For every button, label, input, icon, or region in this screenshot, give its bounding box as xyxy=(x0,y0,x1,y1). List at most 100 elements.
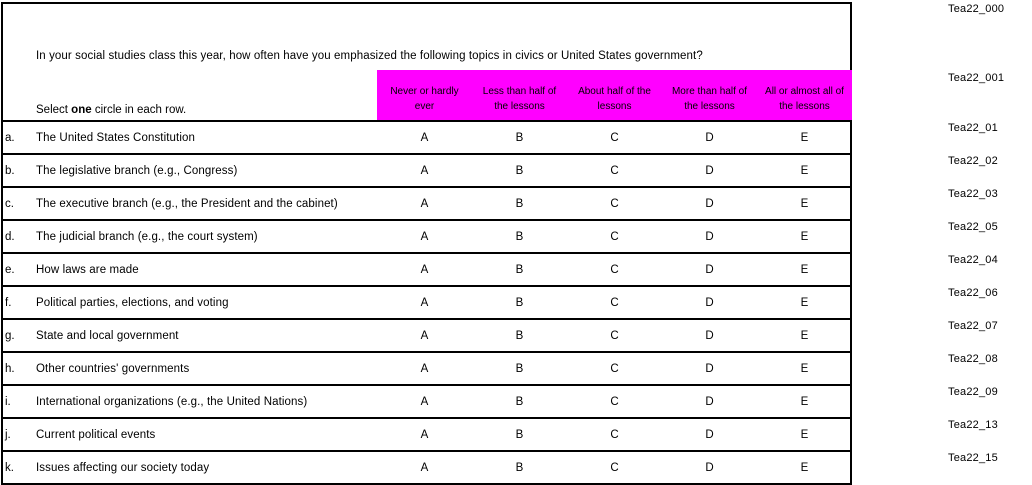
column-header-line2: lessons xyxy=(597,101,632,112)
row-letter: d. xyxy=(5,230,15,243)
column-header-line2: the lessons xyxy=(494,101,545,112)
option-cell-b[interactable]: B xyxy=(515,296,524,309)
option-cell-b[interactable]: B xyxy=(515,329,524,342)
option-cell-a[interactable]: A xyxy=(420,263,429,276)
variable-code-tea22-02: Tea22_02 xyxy=(948,155,998,167)
row-letter: f. xyxy=(5,296,12,309)
option-cell-c[interactable]: C xyxy=(610,197,619,210)
option-cell-a[interactable]: A xyxy=(420,131,429,144)
option-cell-a[interactable]: A xyxy=(420,362,429,375)
option-cell-c[interactable]: C xyxy=(610,263,619,276)
option-cell-a[interactable]: A xyxy=(420,461,429,474)
column-header-line2: the lessons xyxy=(779,101,830,112)
option-cell-e[interactable]: E xyxy=(800,329,809,342)
variable-code-tea22-04: Tea22_04 xyxy=(948,254,998,266)
option-cell-d[interactable]: D xyxy=(705,395,714,408)
option-cell-a[interactable]: A xyxy=(420,164,429,177)
variable-code-tea22-01: Tea22_01 xyxy=(948,122,998,134)
column-header-line1: Less than half of xyxy=(482,86,557,97)
table-row-d: d. The judicial branch (e.g., the court … xyxy=(1,221,852,254)
row-options: A B C D E xyxy=(377,287,852,318)
option-cell-c[interactable]: C xyxy=(610,131,619,144)
row-letter: i. xyxy=(5,395,11,408)
option-cell-d[interactable]: D xyxy=(705,362,714,375)
option-cell-c[interactable]: C xyxy=(610,296,619,309)
option-cell-b[interactable]: B xyxy=(515,230,524,243)
variable-code-tea22-05: Tea22_05 xyxy=(948,221,998,233)
option-cell-b[interactable]: B xyxy=(515,131,524,144)
row-topic: How laws are made xyxy=(36,263,139,276)
option-cell-b[interactable]: B xyxy=(515,263,524,276)
option-cell-a[interactable]: A xyxy=(420,197,429,210)
option-cell-c[interactable]: C xyxy=(610,164,619,177)
instruction-suffix: circle in each row. xyxy=(91,104,187,116)
option-cell-e[interactable]: E xyxy=(800,362,809,375)
row-letter: c. xyxy=(5,197,14,210)
option-cell-d[interactable]: D xyxy=(705,296,714,309)
row-topic: Political parties, elections, and voting xyxy=(36,296,229,309)
variable-code-tea22-06: Tea22_06 xyxy=(948,287,998,299)
option-cell-e[interactable]: E xyxy=(800,197,809,210)
option-cell-d[interactable]: D xyxy=(705,428,714,441)
option-cell-a[interactable]: A xyxy=(420,428,429,441)
option-cell-e[interactable]: E xyxy=(800,230,809,243)
question-header-section: In your social studies class this year, … xyxy=(1,2,852,122)
row-letter: a. xyxy=(5,131,15,144)
column-header-all: All or almost all of the lessons xyxy=(757,70,852,120)
column-header-less-than-half: Less than half of the lessons xyxy=(472,70,567,120)
variable-code-tea22-000: Tea22_000 xyxy=(948,3,1005,15)
option-cell-b[interactable]: B xyxy=(515,362,524,375)
option-cell-c[interactable]: C xyxy=(610,362,619,375)
option-cell-c[interactable]: C xyxy=(610,329,619,342)
option-cell-d[interactable]: D xyxy=(705,461,714,474)
option-cell-e[interactable]: E xyxy=(800,263,809,276)
variable-code-tea22-09: Tea22_09 xyxy=(948,386,998,398)
table-row-e: e. How laws are made A B C D E xyxy=(1,254,852,287)
column-header-more-than-half: More than half of the lessons xyxy=(662,70,757,120)
option-cell-c[interactable]: C xyxy=(610,395,619,408)
option-cell-d[interactable]: D xyxy=(705,230,714,243)
option-cell-a[interactable]: A xyxy=(420,329,429,342)
option-cell-a[interactable]: A xyxy=(420,296,429,309)
column-header-never: Never or hardly ever xyxy=(377,70,472,120)
row-options: A B C D E xyxy=(377,320,852,351)
row-letter: h. xyxy=(5,362,15,375)
option-cell-c[interactable]: C xyxy=(610,428,619,441)
row-topic: Other countries' governments xyxy=(36,362,190,375)
column-header-about-half: About half of the lessons xyxy=(567,70,662,120)
option-cell-b[interactable]: B xyxy=(515,395,524,408)
column-header-line2: the lessons xyxy=(684,101,735,112)
option-cell-d[interactable]: D xyxy=(705,197,714,210)
table-row-g: g. State and local government A B C D E xyxy=(1,320,852,353)
row-options: A B C D E xyxy=(377,188,852,219)
variable-code-tea22-15: Tea22_15 xyxy=(948,452,998,464)
row-options: A B C D E xyxy=(377,386,852,417)
option-cell-e[interactable]: E xyxy=(800,428,809,441)
row-topic: The executive branch (e.g., the Presiden… xyxy=(36,197,338,210)
table-row-b: b. The legislative branch (e.g., Congres… xyxy=(1,155,852,188)
column-header-line1: Never or hardly xyxy=(390,86,459,97)
option-cell-c[interactable]: C xyxy=(610,461,619,474)
option-cell-b[interactable]: B xyxy=(515,197,524,210)
option-cell-b[interactable]: B xyxy=(515,461,524,474)
table-row-a: a. The United States Constitution A B C … xyxy=(1,122,852,155)
row-options: A B C D E xyxy=(377,353,852,384)
option-cell-e[interactable]: E xyxy=(800,461,809,474)
option-cell-e[interactable]: E xyxy=(800,131,809,144)
option-cell-b[interactable]: B xyxy=(515,428,524,441)
row-options: A B C D E xyxy=(377,221,852,252)
question-text: In your social studies class this year, … xyxy=(36,50,703,62)
option-cell-b[interactable]: B xyxy=(515,164,524,177)
option-cell-a[interactable]: A xyxy=(420,395,429,408)
option-cell-e[interactable]: E xyxy=(800,395,809,408)
option-cell-d[interactable]: D xyxy=(705,263,714,276)
option-cell-c[interactable]: C xyxy=(610,230,619,243)
option-cell-d[interactable]: D xyxy=(705,164,714,177)
option-cell-d[interactable]: D xyxy=(705,329,714,342)
option-cell-d[interactable]: D xyxy=(705,131,714,144)
option-cell-e[interactable]: E xyxy=(800,296,809,309)
table-row-h: h. Other countries' governments A B C D … xyxy=(1,353,852,386)
option-cell-e[interactable]: E xyxy=(800,164,809,177)
option-cell-a[interactable]: A xyxy=(420,230,429,243)
variable-code-tea22-08: Tea22_08 xyxy=(948,353,998,365)
